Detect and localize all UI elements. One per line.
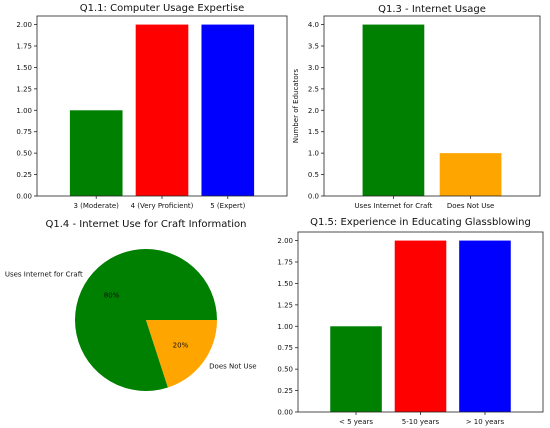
y-axis-label: Number of Educators xyxy=(292,68,300,143)
x-tick-label: 3 (Moderate) xyxy=(73,202,119,210)
bar-2 xyxy=(439,153,502,196)
y-tick-label: 1.00 xyxy=(16,107,32,115)
y-tick-label: 1.5 xyxy=(308,128,319,136)
y-tick-label: 1.50 xyxy=(16,64,32,72)
pie-percent-label: 20% xyxy=(173,342,189,350)
y-tick-label: 1.25 xyxy=(277,301,293,309)
y-tick-label: 1.50 xyxy=(277,280,293,288)
x-tick-label: 5 (Expert) xyxy=(210,202,245,210)
y-tick-label: 2.00 xyxy=(277,237,293,245)
y-tick-label: 1.75 xyxy=(16,43,32,51)
pie-percent-label: 80% xyxy=(104,291,120,299)
y-tick-label: 0.50 xyxy=(277,366,293,374)
y-tick-label: 0.0 xyxy=(308,193,319,201)
bar-2 xyxy=(394,240,447,412)
y-tick-label: 0.25 xyxy=(277,387,293,395)
y-tick-label: 2.5 xyxy=(308,85,319,93)
y-tick-label: 0.00 xyxy=(277,409,293,417)
chart-title: Q1.1: Computer Usage Expertise xyxy=(80,3,244,14)
y-tick-label: 0.25 xyxy=(16,171,32,179)
x-tick-label: Uses Internet for Craft xyxy=(354,202,432,210)
y-tick-label: 2.00 xyxy=(16,21,32,29)
x-tick-label: 4 (Very Proficient) xyxy=(131,202,194,210)
x-tick-label: < 5 years xyxy=(339,418,373,426)
chart-title: Q1.3 - Internet Usage xyxy=(378,4,486,15)
y-tick-label: 1.00 xyxy=(277,323,293,331)
y-tick-label: 0.75 xyxy=(277,344,293,352)
y-tick-label: 1.75 xyxy=(277,259,293,267)
plot-frame xyxy=(323,15,541,197)
y-tick-label: 3.5 xyxy=(308,43,319,51)
chart-title: Q1.4 - Internet Use for Craft Informatio… xyxy=(46,219,247,230)
bar-3 xyxy=(201,24,255,197)
chart-title: Q1.5: Experience in Educating Glassblowi… xyxy=(310,217,531,228)
chart-2: Q1.3 - Internet Usage Uses Internet for C… xyxy=(292,4,541,210)
chart-4: Q1.5: Experience in Educating Glassblowi… xyxy=(277,217,544,426)
chart-3: Q1.4 - Internet Use for Craft Informatio… xyxy=(5,219,257,391)
y-tick-label: 3.0 xyxy=(308,64,319,72)
y-tick-label: 2.0 xyxy=(308,107,319,115)
y-tick-label: 1.0 xyxy=(308,150,319,158)
bar-1 xyxy=(362,24,425,197)
y-tick-label: 0.50 xyxy=(16,150,32,158)
x-tick-label: > 10 years xyxy=(466,418,505,426)
y-tick-label: 1.25 xyxy=(16,85,32,93)
y-tick-label: 0.75 xyxy=(16,128,32,136)
x-tick-label: Does Not Use xyxy=(447,202,494,210)
pie-slice-label: Does Not Use xyxy=(209,362,256,370)
y-tick-label: 4.0 xyxy=(308,21,319,29)
bar-1 xyxy=(330,326,382,412)
bar-1 xyxy=(69,110,123,196)
pie-slice-2 xyxy=(146,320,217,388)
plot-frame xyxy=(36,15,288,197)
chart-1: Q1.1: Computer Usage Expertise 3 (Moderat… xyxy=(16,3,288,210)
x-tick-label: 5-10 years xyxy=(402,418,440,426)
plot-frame xyxy=(297,231,544,413)
y-tick-label: 0.5 xyxy=(308,171,319,179)
y-tick-label: 0.00 xyxy=(16,193,32,201)
pie-slice-label: Uses Internet for Craft xyxy=(5,271,83,279)
bar-3 xyxy=(459,240,511,412)
bar-2 xyxy=(135,24,189,197)
